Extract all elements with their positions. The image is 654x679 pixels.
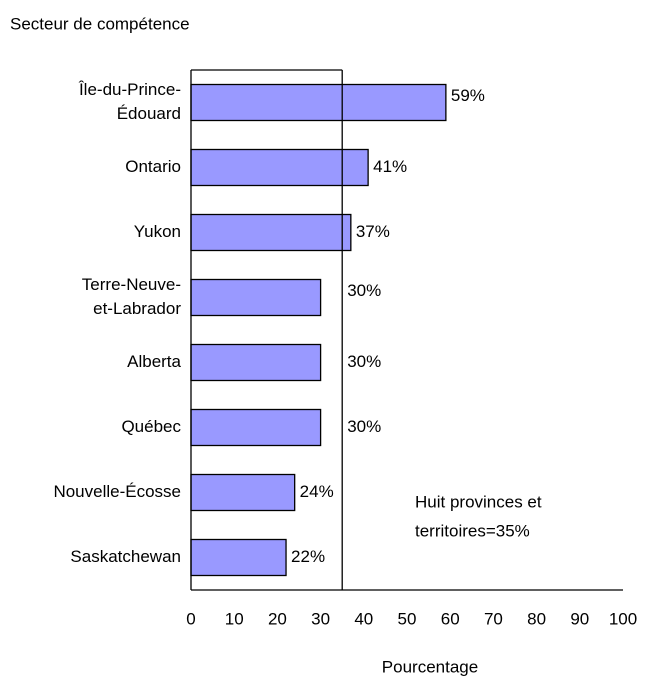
value-label: 59%: [451, 86, 485, 105]
annotation: Huit provinces et: [415, 492, 542, 511]
y-tick-label: Île-du-Prince-: [78, 80, 181, 99]
x-axis-label: Pourcentage: [382, 657, 478, 676]
value-label: 30%: [347, 417, 381, 436]
y-tick-label: Édouard: [117, 104, 181, 123]
bar: [190, 473, 296, 512]
x-tick-label: 30: [311, 609, 330, 628]
bar: [190, 408, 322, 447]
y-tick-label: et-Labrador: [93, 299, 181, 318]
x-tick-label: 10: [225, 609, 244, 628]
y-tick-label: Nouvelle-Écosse: [53, 482, 181, 501]
x-tick-label: 100: [609, 609, 637, 628]
bar: [190, 538, 287, 577]
chart-title: Secteur de compétence: [10, 14, 190, 33]
x-tick-label: 40: [354, 609, 373, 628]
bar: [190, 148, 369, 187]
y-tick-label: Ontario: [125, 157, 181, 176]
annotation: territoires=35%: [415, 521, 530, 540]
bar: [190, 83, 447, 122]
x-tick-label: 80: [527, 609, 546, 628]
bar: [190, 278, 322, 317]
x-tick-label: 50: [398, 609, 417, 628]
x-tick-label: 0: [186, 609, 195, 628]
x-tick-label: 60: [441, 609, 460, 628]
y-tick-label: Yukon: [134, 222, 181, 241]
y-tick-label: Québec: [121, 417, 181, 436]
value-label: 30%: [347, 352, 381, 371]
x-tick-label: 20: [268, 609, 287, 628]
bar: [190, 343, 322, 382]
y-tick-label: Saskatchewan: [70, 547, 181, 566]
value-label: 24%: [300, 482, 334, 501]
value-label: 37%: [356, 222, 390, 241]
value-label: 30%: [347, 281, 381, 300]
bar: [190, 213, 352, 252]
x-tick-label: 90: [570, 609, 589, 628]
value-label: 22%: [291, 547, 325, 566]
x-tick-label: 70: [484, 609, 503, 628]
y-tick-label: Alberta: [127, 352, 181, 371]
y-tick-label: Terre-Neuve-: [82, 275, 181, 294]
value-label: 41%: [373, 157, 407, 176]
